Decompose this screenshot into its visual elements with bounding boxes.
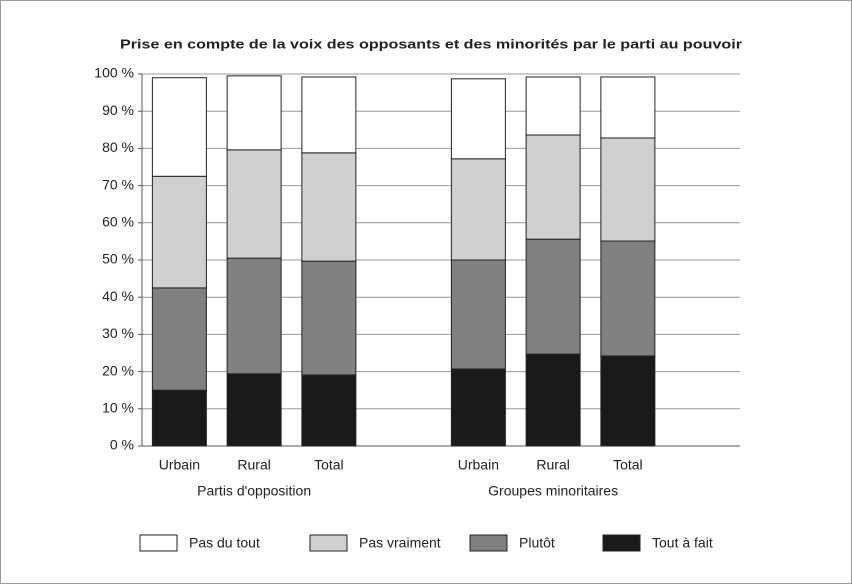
x-tick-label: Urbain bbox=[458, 457, 499, 473]
y-tick-label: 50 % bbox=[102, 251, 134, 267]
y-tick-label: 40 % bbox=[102, 288, 134, 304]
legend-swatch bbox=[469, 534, 508, 552]
bar-segment bbox=[301, 76, 357, 154]
y-tick-label: 80 % bbox=[102, 139, 134, 155]
y-tick-label: 100 % bbox=[94, 65, 134, 81]
y-tick-label: 60 % bbox=[102, 214, 134, 230]
x-tick-label: Total bbox=[613, 457, 643, 473]
bar-segment bbox=[450, 78, 506, 160]
bar-segment bbox=[151, 287, 207, 391]
legend-label: Tout à fait bbox=[652, 535, 713, 551]
bar-segment bbox=[525, 353, 581, 447]
bar-segment bbox=[151, 77, 207, 177]
bar-segment bbox=[301, 152, 357, 262]
group-label: Partis d'opposition bbox=[197, 483, 311, 499]
legend-swatch bbox=[139, 534, 178, 552]
y-tick-label: 20 % bbox=[102, 362, 134, 378]
bar-segment bbox=[525, 76, 581, 136]
bar-segment bbox=[450, 158, 506, 261]
bar-segment bbox=[226, 257, 282, 375]
y-tick-label: 70 % bbox=[102, 176, 134, 192]
bar-segment bbox=[600, 355, 656, 447]
bar-segment bbox=[525, 134, 581, 240]
bar-segment bbox=[301, 374, 357, 447]
bar-segment bbox=[600, 240, 656, 357]
bar-segment bbox=[525, 238, 581, 355]
x-tick-label: Rural bbox=[536, 457, 569, 473]
bar-segment bbox=[151, 389, 207, 447]
bar-segment bbox=[226, 149, 282, 259]
y-tick-label: 0 % bbox=[110, 437, 134, 453]
y-tick-label: 30 % bbox=[102, 325, 134, 341]
chart-title: Prise en compte de la voix des opposants… bbox=[120, 36, 742, 51]
bar-segment bbox=[226, 75, 282, 151]
bar-segment bbox=[450, 259, 506, 370]
group-label: Groupes minoritaires bbox=[488, 483, 618, 499]
bar-segment bbox=[301, 260, 357, 376]
bar-segment bbox=[600, 137, 656, 242]
x-tick-label: Rural bbox=[237, 457, 270, 473]
legend-label: Pas vraiment bbox=[359, 535, 441, 551]
bar-segment bbox=[226, 373, 282, 447]
x-tick-label: Total bbox=[314, 457, 344, 473]
bar-segment bbox=[600, 76, 656, 139]
legend-swatch bbox=[602, 534, 641, 552]
y-tick-label: 90 % bbox=[102, 102, 134, 118]
y-tick-label: 10 % bbox=[102, 400, 134, 416]
bar-segment bbox=[450, 368, 506, 447]
legend-label: Plutôt bbox=[519, 535, 555, 551]
x-tick-label: Urbain bbox=[159, 457, 200, 473]
legend-label: Pas du tout bbox=[189, 535, 260, 551]
legend-swatch bbox=[309, 534, 348, 552]
bar-segment bbox=[151, 175, 207, 289]
